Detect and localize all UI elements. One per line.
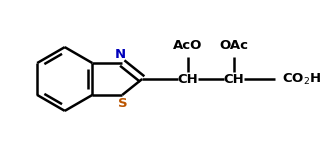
Text: N: N xyxy=(115,48,126,61)
Text: OAc: OAc xyxy=(219,39,248,52)
Text: CO$_2$H: CO$_2$H xyxy=(282,71,321,87)
Text: S: S xyxy=(118,97,128,110)
Text: CH: CH xyxy=(223,72,244,85)
Text: AcO: AcO xyxy=(173,39,203,52)
Text: CH: CH xyxy=(178,72,198,85)
